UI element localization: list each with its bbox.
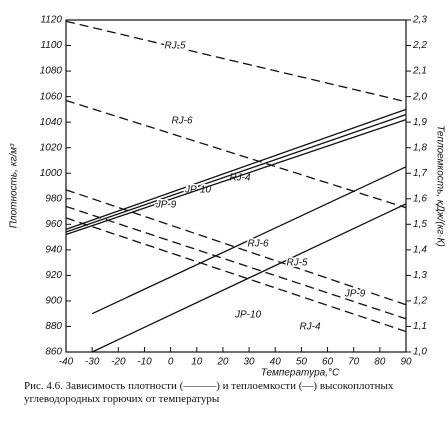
y2-tick-label: 1,3 [413, 270, 427, 281]
y2-tick-label: 1,8 [413, 142, 427, 153]
x-tick-label: -20 [111, 357, 126, 368]
series-label: JP-9 [155, 200, 177, 211]
x-tick-label: 30 [244, 357, 256, 368]
x-tick-label: 10 [191, 357, 203, 368]
plot-frame [65, 19, 407, 353]
y2-tick-label: 2,1 [412, 66, 427, 77]
chart: Температура,°С Плотность, кг/м³ Теплоемк… [9, 15, 446, 379]
x-tick-label: 40 [270, 357, 282, 368]
series-label: JP-9 [344, 289, 366, 300]
series-label: RJ-5 [286, 258, 308, 269]
y2-tick-label: 1,9 [413, 117, 427, 128]
caption: Рис. 4.6. Зависимость плотности (———) и … [24, 380, 394, 405]
series-label: RJ-6 [247, 239, 269, 250]
x-axis-title: Температура,°С [261, 368, 340, 379]
series-line [91, 166, 407, 315]
series-line [91, 203, 407, 353]
x-tick-label: -10 [137, 357, 152, 368]
y-tick-label: 860 [45, 347, 62, 358]
y-tick-label: 1100 [40, 40, 62, 51]
x-tick-label: 80 [374, 357, 386, 368]
y-tick-label: 980 [45, 193, 62, 204]
x-tick-label: 70 [348, 357, 360, 368]
y2-tick-label: 1,0 [413, 347, 427, 358]
y2-tick-label: 2,3 [412, 15, 427, 26]
series-label: RJ-6 [171, 116, 193, 127]
y-tick-label: 1020 [40, 142, 63, 153]
y-tick-label: 880 [45, 321, 62, 332]
series-line [65, 205, 407, 320]
series-label: RJ-5 [164, 41, 186, 52]
y2-tick-label: 1,5 [413, 219, 427, 230]
y-tick-label: 1080 [40, 66, 63, 77]
y-tick-label: 1120 [40, 15, 62, 26]
series-line [65, 99, 407, 209]
series-line [65, 113, 407, 233]
x-tick-label: 90 [400, 357, 412, 368]
series-label: RJ-4 [229, 173, 251, 184]
y-tick-label: 960 [45, 219, 62, 230]
y2-tick-label: 2,2 [412, 40, 427, 51]
y-tick-label: 1000 [40, 168, 63, 179]
x-tick-label: -30 [85, 357, 100, 368]
y2-tick-label: 1,6 [413, 193, 427, 204]
y-tick-label: 1040 [40, 117, 63, 128]
series-label: RJ-4 [299, 322, 321, 333]
y-axis-title: Плотность, кг/м³ [9, 143, 20, 228]
y2-axis-title: Теплоемкость, кДж/(кг·К) [434, 125, 445, 247]
x-tick-label: -40 [59, 357, 74, 368]
x-tick-label: 20 [216, 357, 229, 368]
series-label: JP-10 [234, 310, 262, 321]
y-tick-label: 1060 [40, 91, 63, 102]
y2-tick-label: 1,4 [413, 244, 427, 255]
series-line [65, 108, 407, 231]
series-line [65, 189, 407, 306]
y-tick-label: 920 [45, 270, 62, 281]
y2-tick-label: 1,1 [413, 321, 427, 332]
series-line [65, 217, 407, 333]
y2-tick-label: 1,7 [413, 168, 427, 179]
series-line [65, 20, 407, 103]
y2-tick-label: 1,2 [413, 296, 427, 307]
x-tick-label: 60 [322, 357, 334, 368]
y-tick-label: 900 [45, 296, 62, 307]
y-tick-label: 940 [45, 244, 62, 255]
y2-tick-label: 2,0 [412, 91, 427, 102]
series-line [65, 118, 407, 236]
x-tick-label: 50 [296, 357, 308, 368]
x-tick-label: 0 [168, 357, 174, 368]
